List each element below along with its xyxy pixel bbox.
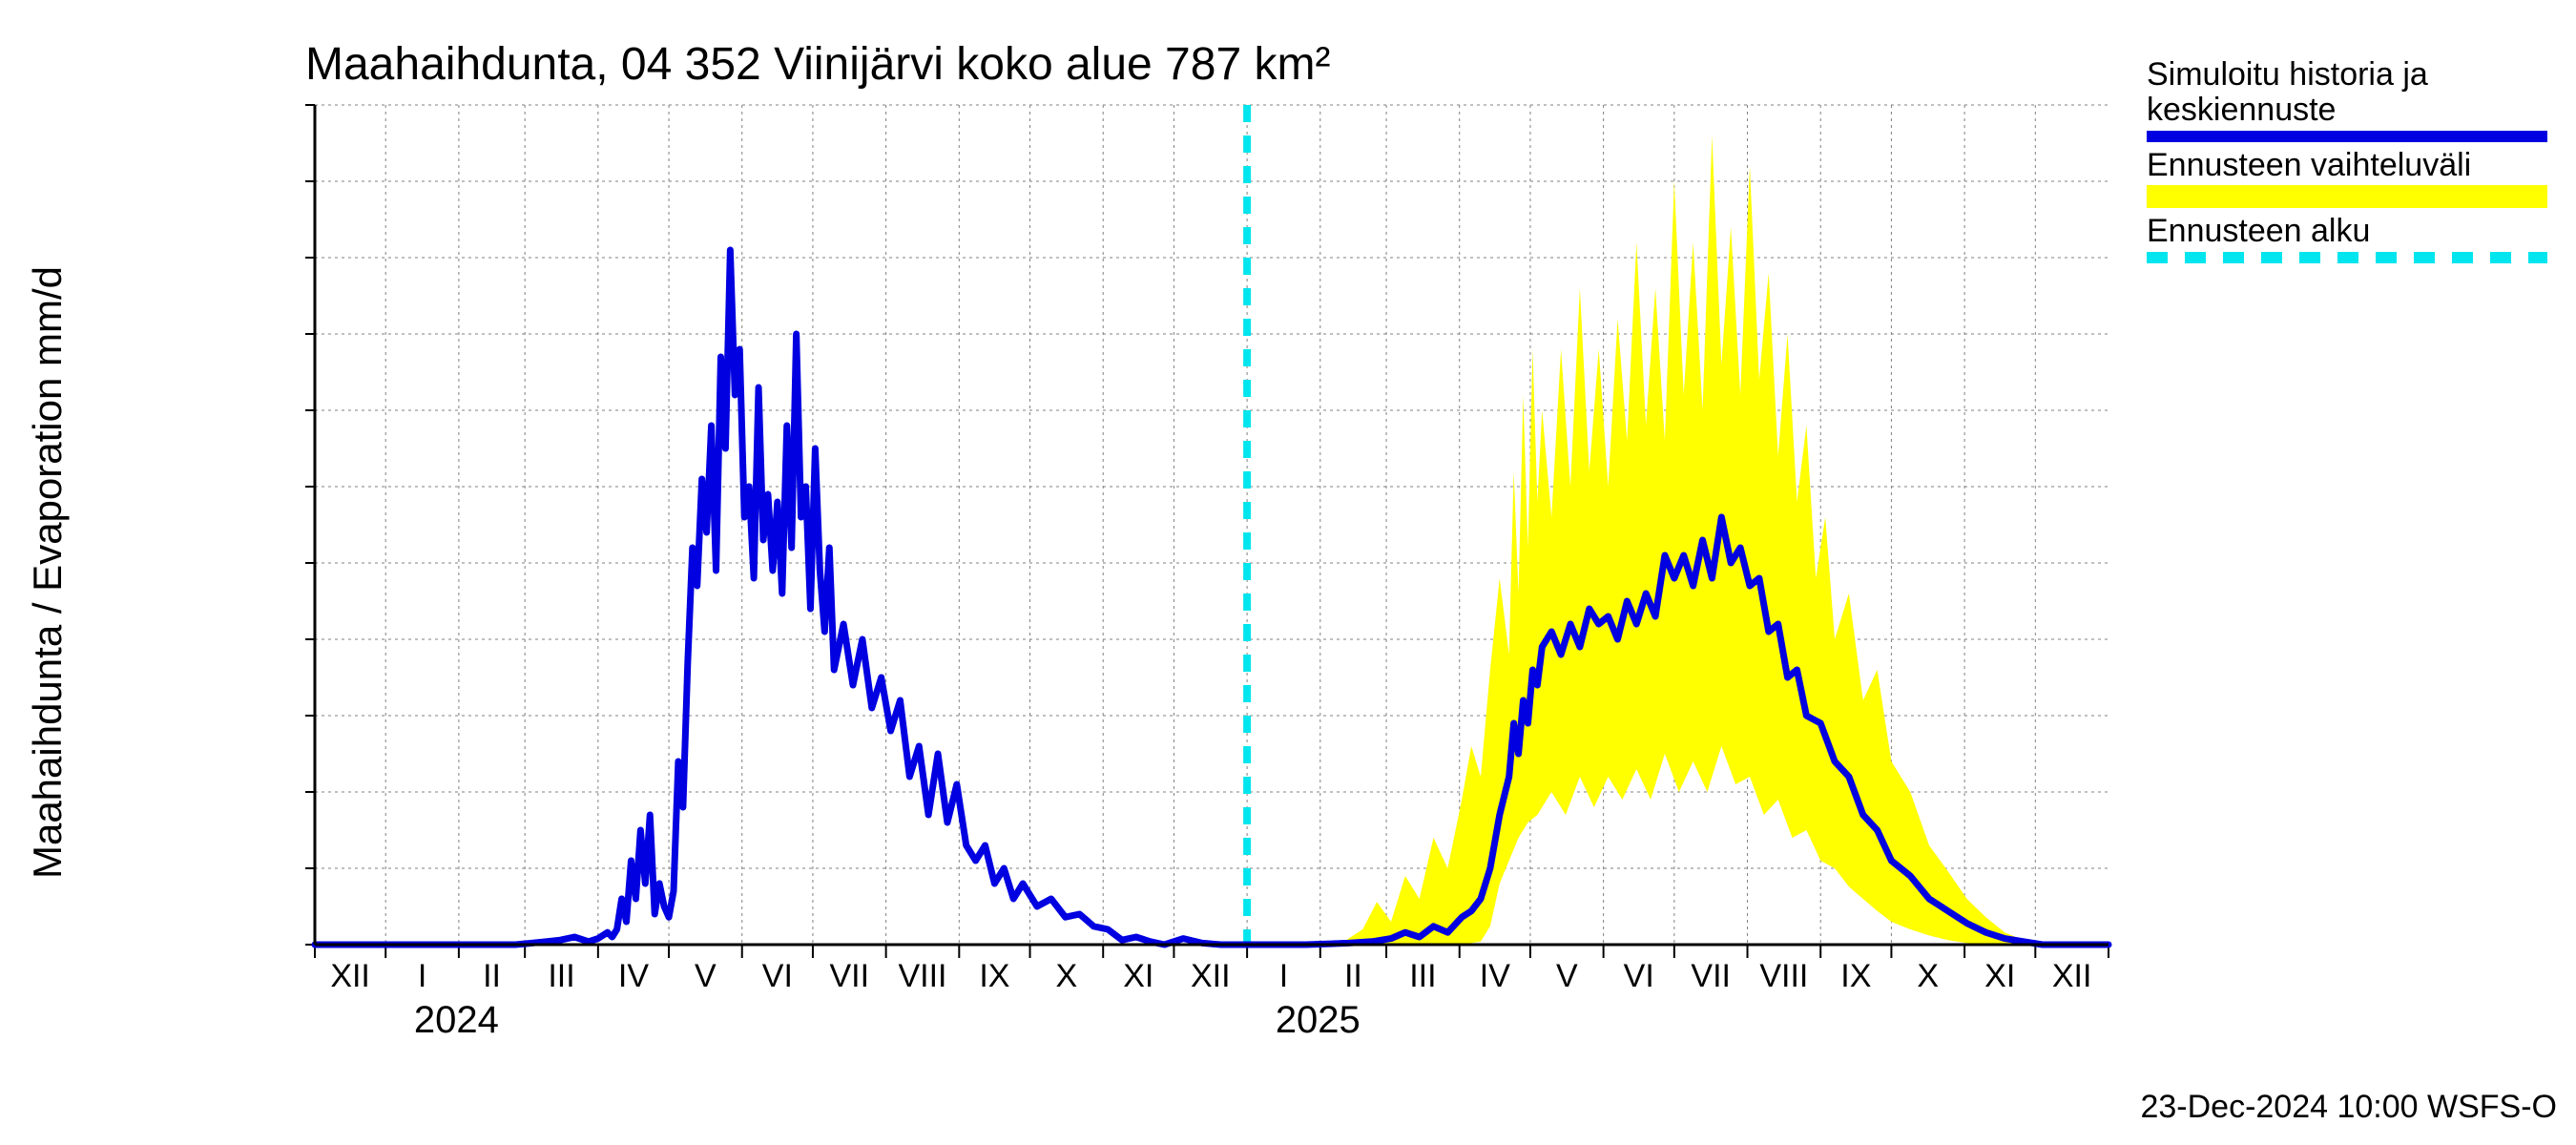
plot-area: 0.00.51.01.52.02.53.03.54.04.55.05.5XIII…	[305, 95, 2118, 1059]
legend-entry: Simuloitu historia ja keskiennuste	[2147, 57, 2557, 142]
x-tick-label: III	[548, 958, 574, 994]
x-tick-label: VII	[830, 958, 870, 994]
x-tick-label: I	[1279, 958, 1288, 994]
x-year-label: 2025	[1276, 999, 1361, 1041]
x-year-label: 2024	[414, 999, 499, 1041]
legend-swatch	[2147, 252, 2547, 263]
x-tick-label: IV	[618, 958, 649, 994]
x-tick-label: XII	[1191, 958, 1231, 994]
x-tick-label: IV	[1480, 958, 1510, 994]
x-tick-label: I	[418, 958, 426, 994]
x-tick-label: VI	[762, 958, 793, 994]
x-tick-label: VI	[1624, 958, 1654, 994]
legend-label: Ennusteen vaihteluväli	[2147, 148, 2557, 183]
x-tick-label: V	[1556, 958, 1578, 994]
x-tick-label: XII	[330, 958, 370, 994]
x-tick-label: VII	[1691, 958, 1731, 994]
legend-swatch	[2147, 185, 2547, 208]
legend-swatch	[2147, 131, 2547, 142]
chart-title: Maahaihdunta, 04 352 Viinijärvi koko alu…	[305, 38, 1330, 91]
x-tick-label: XI	[1123, 958, 1153, 994]
x-tick-label: II	[483, 958, 501, 994]
x-tick-label: II	[1344, 958, 1362, 994]
x-tick-label: VIII	[1759, 958, 1808, 994]
x-tick-label: IX	[1840, 958, 1871, 994]
timestamp-footer: 23-Dec-2024 10:00 WSFS-O	[2140, 1089, 2557, 1126]
forecast-band	[1247, 135, 2109, 945]
x-tick-label: III	[1409, 958, 1436, 994]
chart-canvas: Maahaihdunta, 04 352 Viinijärvi koko alu…	[0, 0, 2576, 1145]
x-tick-label: X	[1917, 958, 1939, 994]
legend: Simuloitu historia ja keskiennuste Ennust…	[2147, 57, 2557, 269]
legend-entry: Ennusteen vaihteluväli	[2147, 148, 2557, 208]
legend-entry: Ennusteen alku	[2147, 214, 2557, 262]
x-tick-label: XII	[2052, 958, 2092, 994]
x-tick-label: XI	[1984, 958, 2015, 994]
x-tick-label: X	[1056, 958, 1078, 994]
x-tick-label: IX	[979, 958, 1009, 994]
y-axis-label: Maahaihdunta / Evaporation mm/d	[25, 95, 71, 1050]
x-tick-label: V	[695, 958, 717, 994]
legend-label: Simuloitu historia ja keskiennuste	[2147, 57, 2557, 129]
legend-label: Ennusteen alku	[2147, 214, 2557, 249]
x-tick-label: VIII	[898, 958, 946, 994]
